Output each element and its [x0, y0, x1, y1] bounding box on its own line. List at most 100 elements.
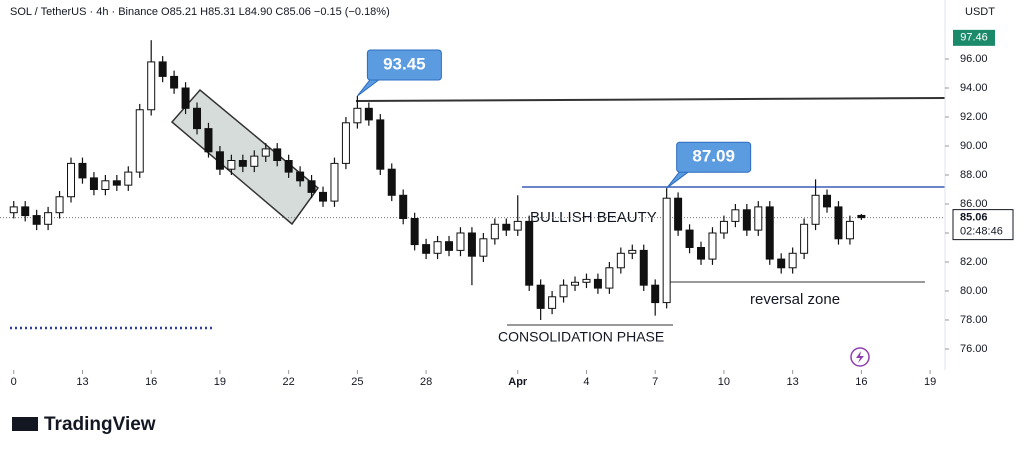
- candle-body: [399, 194, 408, 219]
- candle-body: [204, 128, 213, 153]
- candle-body: [296, 171, 305, 182]
- candle-body: [330, 162, 339, 202]
- candle-body: [742, 209, 751, 231]
- candle-body: [387, 168, 396, 196]
- candle-body: [857, 214, 866, 219]
- y-tick-label: 88.00: [960, 169, 988, 181]
- candle-body: [319, 191, 328, 202]
- candle-body: [502, 223, 511, 231]
- high-badge: [953, 29, 995, 46]
- candle-body: [628, 249, 637, 254]
- x-tick-label: 16: [855, 376, 867, 388]
- candle-body: [582, 278, 591, 283]
- x-tick-label: 13: [76, 376, 88, 388]
- candle-body: [731, 209, 740, 222]
- candle-body: [135, 109, 144, 173]
- candle-body: [490, 223, 499, 240]
- candle-body: [67, 162, 76, 198]
- candle-body: [193, 107, 202, 130]
- x-tick-label: 22: [283, 376, 295, 388]
- y-tick-label: 92.00: [960, 111, 988, 123]
- candle-body: [284, 159, 293, 173]
- candle-body: [525, 220, 534, 286]
- annotation: BULLISH BEAUTY: [530, 209, 657, 226]
- candle-body: [364, 107, 373, 121]
- candle-body: [124, 171, 133, 186]
- x-tick-label: 19: [924, 376, 936, 388]
- alert-icon[interactable]: [850, 347, 870, 367]
- candle-body: [788, 252, 797, 269]
- x-tick-label: 13: [787, 376, 799, 388]
- candle-body: [548, 296, 557, 309]
- candle-body: [719, 220, 728, 234]
- callout-label: 93.45: [383, 54, 426, 73]
- annotation: CONSOLIDATION PHASE: [498, 329, 664, 345]
- y-tick-label: 82.00: [960, 256, 988, 268]
- candle-body: [697, 246, 706, 260]
- candle-body: [662, 197, 671, 304]
- candle-body: [227, 159, 236, 170]
- candle-body: [353, 107, 362, 124]
- x-tick-label: 28: [420, 376, 432, 388]
- candle-body: [215, 151, 224, 170]
- alert-bolt: [856, 351, 864, 363]
- candle-body: [158, 61, 167, 77]
- candle-body: [307, 180, 316, 193]
- candle-body: [78, 162, 87, 179]
- candle-body: [261, 148, 270, 157]
- candle-body: [467, 232, 476, 257]
- candle-body: [181, 87, 190, 109]
- candle-body: [101, 180, 110, 190]
- countdown: 02:48:46: [960, 226, 1003, 238]
- callout-box: [366, 49, 442, 81]
- candle-body: [112, 180, 121, 186]
- x-tick-label: 7: [652, 376, 658, 388]
- brand: TradingView: [44, 414, 156, 435]
- candle-body: [479, 238, 488, 257]
- y-tick-label: 78.00: [960, 314, 988, 326]
- last-price-badge: [952, 209, 1014, 241]
- callout-label: 87.09: [692, 147, 735, 166]
- candle-body: [445, 241, 454, 251]
- x-tick-label: 0: [11, 376, 17, 388]
- candle-body: [422, 244, 431, 254]
- candle-body: [651, 284, 660, 304]
- candle-body: [754, 206, 763, 231]
- candle-body: [845, 220, 854, 240]
- candle-body: [639, 249, 648, 286]
- callout-box: [676, 141, 752, 173]
- candle-body: [605, 267, 614, 289]
- brand-logo: [12, 417, 38, 431]
- candle-body: [44, 212, 53, 225]
- candle-body: [433, 241, 442, 254]
- candle-body: [616, 252, 625, 269]
- y-tick-label: 80.00: [960, 285, 988, 297]
- candle-body: [376, 119, 385, 170]
- candle-body: [170, 75, 179, 89]
- candle-body: [800, 223, 809, 254]
- candle-body: [273, 148, 282, 161]
- candle-body: [9, 206, 18, 214]
- candle-body: [456, 232, 465, 251]
- x-tick-label: Apr: [508, 376, 528, 388]
- candle-body: [55, 196, 64, 214]
- candle-body: [89, 177, 98, 190]
- candle-body: [341, 122, 350, 164]
- candle-body: [536, 284, 545, 309]
- candle-body: [765, 206, 774, 260]
- candle-body: [571, 281, 580, 286]
- candle-body: [593, 278, 602, 289]
- y-tick-label: 96.00: [960, 53, 988, 65]
- last-price-label: 85.06: [960, 212, 988, 224]
- candle-body: [250, 155, 259, 167]
- x-tick-label: 19: [214, 376, 226, 388]
- resistance-line: [355, 97, 946, 102]
- candle-body: [811, 194, 820, 225]
- candle-body: [834, 206, 843, 240]
- candle-body: [559, 284, 568, 298]
- candle-body: [513, 220, 522, 231]
- y-tick-label: 94.00: [960, 82, 988, 94]
- annotation: reversal zone: [750, 291, 840, 308]
- candle-body: [674, 197, 683, 231]
